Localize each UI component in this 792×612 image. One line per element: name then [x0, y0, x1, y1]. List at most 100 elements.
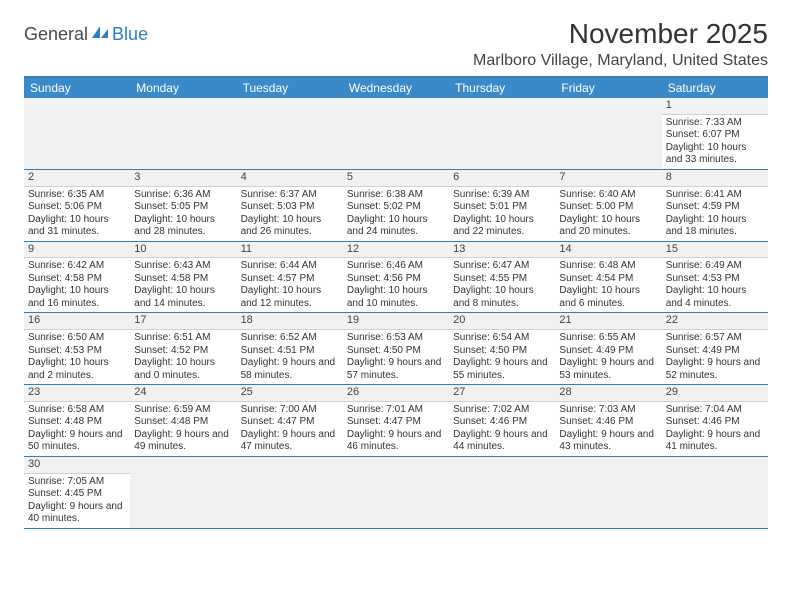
- sunrise-text: Sunrise: 6:43 AM: [134, 260, 232, 273]
- day-cell: 27Sunrise: 7:02 AMSunset: 4:46 PMDayligh…: [449, 385, 555, 456]
- sunrise-text: Sunrise: 6:39 AM: [453, 189, 551, 202]
- logo-sail-icon: [90, 24, 110, 45]
- week-row: 2Sunrise: 6:35 AMSunset: 5:06 PMDaylight…: [24, 170, 768, 242]
- day-cell: 18Sunrise: 6:52 AMSunset: 4:51 PMDayligh…: [237, 313, 343, 384]
- day-cell: 25 Sunrise: 7:00 AMSunset: 4:47 PMDayligh…: [237, 385, 343, 456]
- sunrise-text: Sunrise: 7:05 AM: [28, 476, 126, 489]
- daylight-text: Daylight: 9 hours and 41 minutes.: [666, 429, 764, 454]
- sunrise-text: Sunrise: 7:33 AM: [666, 117, 764, 130]
- sunset-text: Sunset: 4:46 PM: [666, 416, 764, 429]
- sunset-text: Sunset: 4:57 PM: [241, 273, 339, 286]
- calendar-page: General Blue November 2025 Marlboro Vill…: [0, 0, 792, 547]
- day-cell: 19Sunrise: 6:53 AMSunset: 4:50 PMDayligh…: [343, 313, 449, 384]
- daylight-text: Daylight: 9 hours and 47 minutes.: [241, 429, 339, 454]
- daylight-text: Daylight: 10 hours and 2 minutes.: [28, 357, 126, 382]
- sunrise-text: Sunrise: 6:55 AM: [559, 332, 657, 345]
- week-row: 30Sunrise: 7:05 AMSunset: 4:45 PMDayligh…: [24, 457, 768, 529]
- daylight-text: Daylight: 9 hours and 52 minutes.: [666, 357, 764, 382]
- day-cell: 28Sunrise: 7:03 AMSunset: 4:46 PMDayligh…: [555, 385, 661, 456]
- day-cell: [555, 457, 661, 528]
- sunset-text: Sunset: 4:48 PM: [28, 416, 126, 429]
- sunset-text: Sunset: 4:47 PM: [241, 416, 339, 429]
- dow-cell: Saturday: [662, 78, 768, 98]
- daylight-text: Daylight: 9 hours and 46 minutes.: [347, 429, 445, 454]
- daylight-text: Daylight: 10 hours and 24 minutes.: [347, 214, 445, 239]
- sunrise-text: Sunrise: 6:54 AM: [453, 332, 551, 345]
- daylight-text: Daylight: 10 hours and 26 minutes.: [241, 214, 339, 239]
- sunrise-text: Sunrise: 6:44 AM: [241, 260, 339, 273]
- day-cell: 1Sunrise: 7:33 AMSunset: 6:07 PMDaylight…: [662, 98, 768, 169]
- day-number: 17: [130, 313, 236, 330]
- daylight-text: Daylight: 9 hours and 53 minutes.: [559, 357, 657, 382]
- day-cell: 20Sunrise: 6:54 AMSunset: 4:50 PMDayligh…: [449, 313, 555, 384]
- day-number: 1: [662, 98, 768, 115]
- daylight-text: Daylight: 9 hours and 43 minutes.: [559, 429, 657, 454]
- day-cell: 5Sunrise: 6:38 AMSunset: 5:02 PMDaylight…: [343, 170, 449, 241]
- daylight-text: Daylight: 9 hours and 57 minutes.: [347, 357, 445, 382]
- sunrise-text: Sunrise: 6:40 AM: [559, 189, 657, 202]
- day-cell: 30Sunrise: 7:05 AMSunset: 4:45 PMDayligh…: [24, 457, 130, 528]
- sunrise-text: Sunrise: 7:04 AM: [666, 404, 764, 417]
- sunset-text: Sunset: 4:58 PM: [28, 273, 126, 286]
- daylight-text: Daylight: 10 hours and 22 minutes.: [453, 214, 551, 239]
- week-row: 23 Sunrise: 6:58 AMSunset: 4:48 PM Dayligh…: [24, 385, 768, 457]
- day-cell: [662, 457, 768, 528]
- sunset-text: Sunset: 4:46 PM: [453, 416, 551, 429]
- day-number: 4: [237, 170, 343, 187]
- sunrise-text: Sunrise: 6:51 AM: [134, 332, 232, 345]
- day-number: 9: [24, 242, 130, 259]
- sunrise-text: Sunrise: 6:41 AM: [666, 189, 764, 202]
- dow-cell: Thursday: [449, 78, 555, 98]
- sunset-text: Sunset: 4:45 PM: [28, 488, 126, 501]
- day-number: 2: [24, 170, 130, 187]
- day-cell: 16Sunrise: 6:50 AMSunset: 4:53 PMDayligh…: [24, 313, 130, 384]
- sunset-text: Sunset: 5:05 PM: [134, 201, 232, 214]
- dow-cell: Friday: [555, 78, 661, 98]
- day-cell: 4Sunrise: 6:37 AMSunset: 5:03 PMDaylight…: [237, 170, 343, 241]
- sunset-text: Sunset: 5:06 PM: [28, 201, 126, 214]
- sunrise-text: Sunrise: 7:00 AM: [241, 404, 339, 417]
- day-cell: [130, 98, 236, 169]
- sunset-text: Sunset: 4:47 PM: [347, 416, 445, 429]
- day-number: 28: [555, 385, 661, 402]
- day-number: 27: [449, 385, 555, 402]
- logo-text-general: General: [24, 24, 88, 45]
- header: General Blue November 2025 Marlboro Vill…: [24, 18, 768, 70]
- sunset-text: Sunset: 4:52 PM: [134, 345, 232, 358]
- daylight-text: Daylight: 10 hours and 0 minutes.: [134, 357, 232, 382]
- day-number: 30: [24, 457, 130, 474]
- day-cell: 7Sunrise: 6:40 AMSunset: 5:00 PMDaylight…: [555, 170, 661, 241]
- logo-text-blue: Blue: [112, 24, 148, 45]
- day-number: 25: [237, 385, 343, 402]
- day-number: 13: [449, 242, 555, 259]
- sunrise-text: Sunrise: 6:50 AM: [28, 332, 126, 345]
- day-cell: 12Sunrise: 6:46 AMSunset: 4:56 PMDayligh…: [343, 242, 449, 313]
- day-number: 7: [555, 170, 661, 187]
- sunset-text: Sunset: 4:46 PM: [559, 416, 657, 429]
- day-number: 12: [343, 242, 449, 259]
- logo: General Blue: [24, 24, 148, 45]
- day-cell: [449, 98, 555, 169]
- calendar-grid: SundayMondayTuesdayWednesdayThursdayFrid…: [24, 76, 768, 529]
- day-number: 19: [343, 313, 449, 330]
- sunset-text: Sunset: 4:56 PM: [347, 273, 445, 286]
- day-cell: 24Sunrise: 6:59 AMSunset: 4:48 PMDayligh…: [130, 385, 236, 456]
- sunrise-text: Sunrise: 6:58 AM: [28, 404, 126, 417]
- sunrise-text: Sunrise: 6:42 AM: [28, 260, 126, 273]
- day-number: 15: [662, 242, 768, 259]
- sunset-text: Sunset: 4:58 PM: [134, 273, 232, 286]
- title-block: November 2025 Marlboro Village, Maryland…: [473, 18, 768, 70]
- sunset-text: Sunset: 5:02 PM: [347, 201, 445, 214]
- day-cell: 29Sunrise: 7:04 AMSunset: 4:46 PMDayligh…: [662, 385, 768, 456]
- sunset-text: Sunset: 4:54 PM: [559, 273, 657, 286]
- sunrise-text: Sunrise: 6:48 AM: [559, 260, 657, 273]
- day-number: 23: [24, 385, 130, 402]
- daylight-text: Daylight: 9 hours and 55 minutes.: [453, 357, 551, 382]
- day-number: 3: [130, 170, 236, 187]
- day-number: 21: [555, 313, 661, 330]
- day-cell: 21Sunrise: 6:55 AMSunset: 4:49 PMDayligh…: [555, 313, 661, 384]
- sunset-text: Sunset: 5:00 PM: [559, 201, 657, 214]
- sunset-text: Sunset: 4:51 PM: [241, 345, 339, 358]
- sunrise-text: Sunrise: 6:49 AM: [666, 260, 764, 273]
- day-cell: [343, 98, 449, 169]
